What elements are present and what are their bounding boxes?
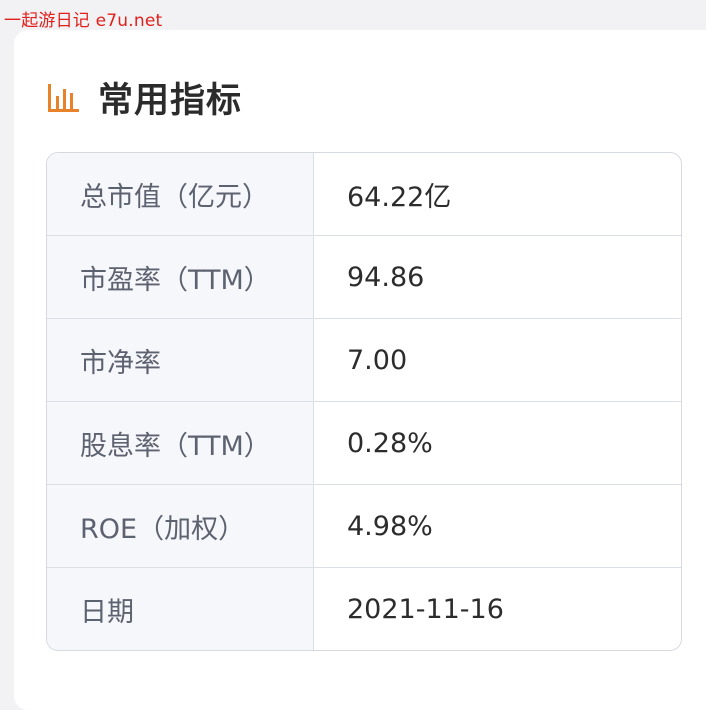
metric-label: 市盈率（TTM） <box>47 236 314 318</box>
metric-value: 2021-11-16 <box>347 594 504 625</box>
table-row: 市盈率（TTM） 94.86 <box>47 236 681 319</box>
table-row: 股息率（TTM） 0.28% <box>47 402 681 485</box>
metric-value: 4.98% <box>347 510 433 542</box>
metric-label: ROE（加权） <box>47 485 314 567</box>
metrics-table: 总市值（亿元） 64.22亿 市盈率（TTM） 94.86 市净率 7.00 股… <box>46 152 682 651</box>
section-title: 常用指标 <box>98 80 243 121</box>
metric-value: 94.86 <box>347 261 425 293</box>
bar-chart-icon <box>46 80 80 114</box>
table-row: 日期 2021-11-16 <box>47 568 681 650</box>
metric-value: 7.00 <box>347 344 408 376</box>
section-heading: 常用指标 <box>46 72 242 122</box>
watermark-text: 一起游日记 e7u.net <box>4 11 163 31</box>
metric-label: 总市值（亿元） <box>47 153 314 235</box>
table-row: 市净率 7.00 <box>47 319 681 402</box>
metric-label: 日期 <box>47 568 314 650</box>
table-row: ROE（加权） 4.98% <box>47 485 681 568</box>
metric-label: 股息率（TTM） <box>47 402 314 484</box>
metric-value: 64.22亿 <box>347 181 452 213</box>
metric-value: 0.28% <box>347 427 433 459</box>
metric-label: 市净率 <box>47 319 314 401</box>
table-row: 总市值（亿元） 64.22亿 <box>47 153 681 236</box>
